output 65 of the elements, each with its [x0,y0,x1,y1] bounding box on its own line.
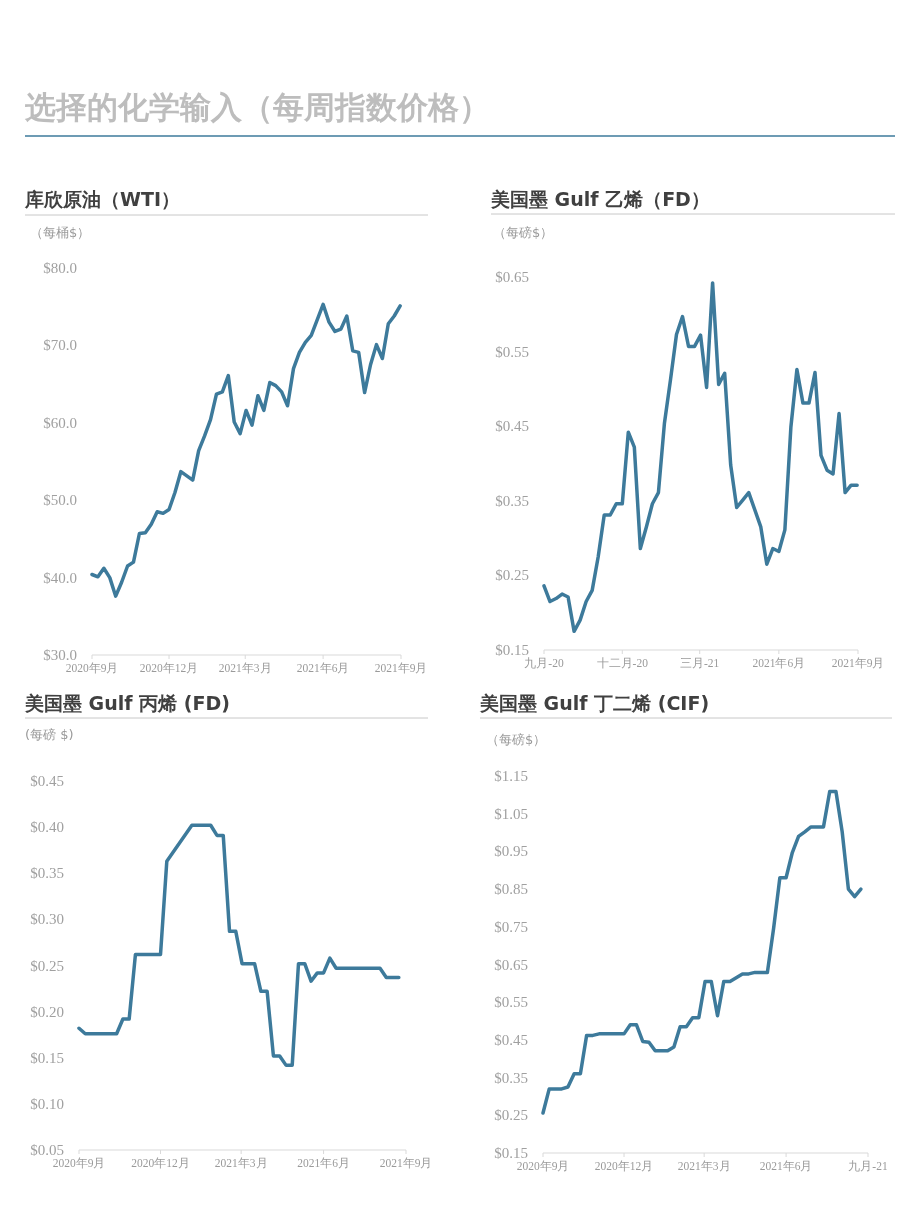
y-tick-label: $0.45 [30,773,64,789]
y-tick-label: $30.0 [43,647,77,663]
x-tick-label: 2021年3月 [218,662,272,674]
y-tick-label: $0.45 [495,418,529,435]
y-tick-label: $40.0 [43,569,77,586]
x-tick-label: 2021年6月 [297,1157,350,1169]
x-tick-label: 十二月-20 [596,657,649,669]
x-tick-label: 2021年9月 [379,1157,433,1169]
y-tick-label: $0.05 [30,1142,64,1158]
x-tick-label: 三月-21 [680,657,720,669]
y-tick-label: $0.95 [494,843,528,860]
y-tick-label: $0.20 [30,1003,64,1020]
line-series [77,823,401,1067]
y-tick-label: $0.15 [494,1145,528,1161]
x-tick-label: 2020年12月 [139,662,199,674]
y-tick-label: $0.40 [30,819,64,836]
x-tick-label: 九月-20 [524,657,564,669]
y-tick-label: $0.25 [30,957,64,974]
y-tick-label: $0.15 [30,1049,64,1066]
y-tick-label: $0.65 [494,956,528,973]
y-axis-title: （每桶$） [30,225,91,240]
x-tick-label: 2021年6月 [752,657,806,669]
line-series [90,302,402,598]
y-tick-label: $80.0 [43,260,77,276]
chart-title: 美国墨 Gulf 丙烯 (FD) [24,692,230,714]
y-tick-label: $0.30 [30,911,64,928]
line-series [542,281,859,634]
chart-title: 美国墨 Gulf 乙烯（FD） [490,188,710,210]
y-tick-label: $0.85 [494,881,528,898]
x-tick-label: 2020年9月 [516,1160,570,1172]
y-tick-label: $0.35 [494,1069,528,1086]
y-tick-label: $0.55 [494,994,528,1011]
chart-title: 美国墨 Gulf 丁二烯 (CIF) [479,692,710,714]
y-tick-label: $0.75 [494,918,528,935]
text: 选择的化学输入（每周指数价格） [24,89,490,125]
x-tick-label: 2021年9月 [374,662,428,674]
y-tick-label: $0.35 [30,865,64,882]
y-tick-label: $0.15 [495,642,529,658]
y-tick-label: $50.0 [43,492,77,509]
y-tick-label: $0.10 [30,1095,64,1112]
y-axis-title: （每磅$） [493,225,554,240]
y-tick-label: $0.25 [494,1107,528,1124]
x-tick-label: 2020年12月 [131,1157,190,1169]
x-tick-label: 2020年12月 [594,1160,654,1172]
x-tick-label: 2021年3月 [214,1157,268,1169]
x-tick-label: 2020年9月 [52,1157,106,1169]
x-tick-label: 2021年6月 [296,662,350,674]
y-tick-label: $70.0 [43,337,77,354]
y-axis-title: (每磅 $) [25,727,74,742]
y-tick-label: $1.05 [494,805,528,822]
y-axis-title: （每磅$） [486,732,547,747]
y-tick-label: $0.55 [495,343,529,360]
y-tick-label: $0.45 [494,1031,528,1048]
y-tick-label: $60.0 [43,414,77,431]
y-tick-label: $0.65 [495,269,529,285]
x-tick-label: 2021年9月 [831,657,885,669]
x-tick-label: 2021年6月 [759,1160,813,1172]
line-series [541,789,863,1115]
y-tick-label: $0.25 [495,567,529,584]
x-tick-label: 2021年3月 [677,1160,731,1172]
x-tick-label: 2020年9月 [65,662,119,674]
y-tick-label: $0.35 [495,492,529,509]
x-tick-label: 九月-21 [848,1160,888,1172]
chart-title: 库欣原油（WTI） [24,188,180,210]
y-tick-label: $1.15 [494,768,528,784]
